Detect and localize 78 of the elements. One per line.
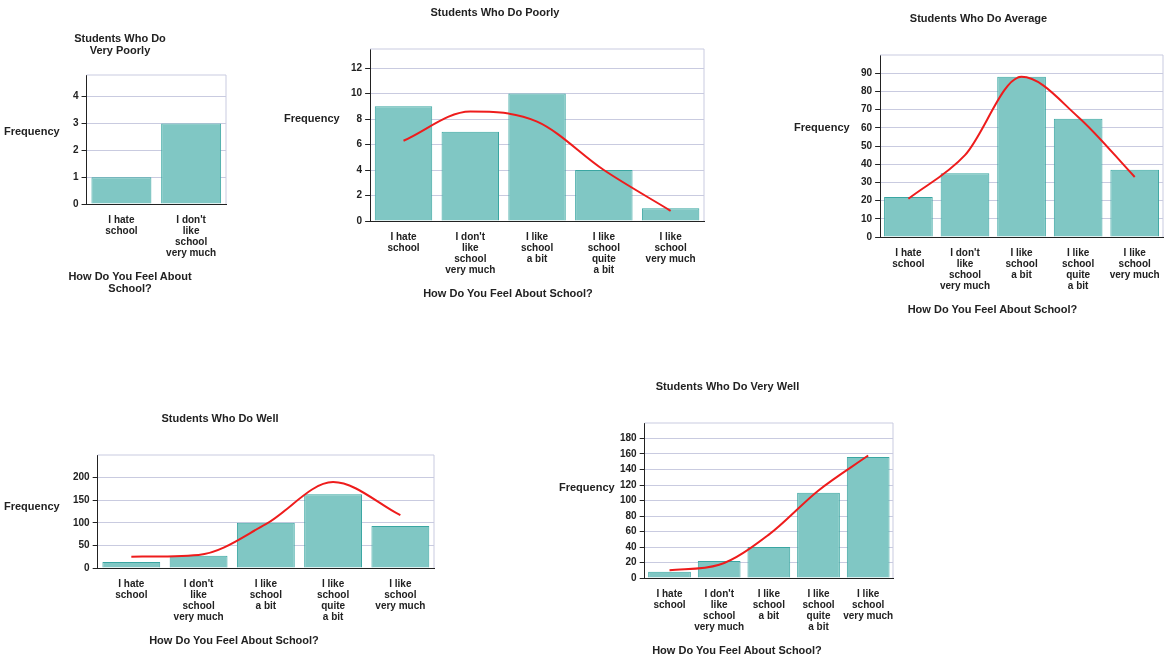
chart-title: Students Who Do Poorly bbox=[429, 6, 561, 18]
y-tick-label: 160 bbox=[620, 447, 638, 459]
y-tick-label: 60 bbox=[861, 121, 873, 133]
y-axis-title: Frequency bbox=[559, 480, 615, 493]
x-tick-label: I don't like school very much bbox=[445, 231, 496, 276]
y-tick-label: 200 bbox=[73, 471, 91, 483]
chart-title: Students Who Do Very Poorly bbox=[73, 32, 167, 56]
y-tick-label: 0 bbox=[866, 230, 873, 242]
y-tick-label: 0 bbox=[84, 561, 91, 573]
y-tick-label: 90 bbox=[861, 66, 873, 78]
x-tick-label: I hate school bbox=[892, 247, 925, 270]
y-axis-title: Frequency bbox=[284, 111, 340, 124]
chart-title: Students Who Do Average bbox=[908, 12, 1049, 24]
x-axis-title: How Do You Feel About School? bbox=[906, 303, 1079, 315]
y-tick-label: 50 bbox=[861, 139, 873, 151]
y-tick-label: 100 bbox=[620, 494, 638, 506]
y-tick-label: 140 bbox=[620, 463, 638, 475]
y-tick-label: 70 bbox=[861, 103, 873, 115]
y-tick-label: 40 bbox=[625, 540, 638, 552]
x-tick-label: I don't like school very much bbox=[166, 214, 217, 259]
x-axis-title: How Do You Feel About School? bbox=[651, 644, 823, 656]
x-tick-label: I like school a bit bbox=[249, 578, 283, 612]
y-tick-label: 0 bbox=[73, 197, 79, 209]
y-tick-label: 20 bbox=[861, 194, 873, 206]
x-tick-label: I hate school bbox=[115, 578, 148, 601]
y-tick-label: 12 bbox=[351, 61, 363, 73]
line-series bbox=[402, 110, 672, 212]
x-tick-label: I like school very much bbox=[645, 231, 696, 265]
x-tick-label: I like school a bit bbox=[1005, 247, 1038, 281]
x-tick-label: I hate school bbox=[653, 588, 686, 611]
y-tick-label: 150 bbox=[73, 493, 91, 505]
y-tick-label: 50 bbox=[78, 539, 91, 551]
x-axis-title: How Do You Feel About School? bbox=[422, 287, 594, 299]
y-tick-label: 4 bbox=[356, 163, 363, 175]
y-tick-label: 1 bbox=[73, 170, 79, 182]
y-tick-label: 3 bbox=[73, 117, 79, 129]
y-tick-label: 8 bbox=[356, 112, 363, 124]
y-tick-label: 20 bbox=[625, 556, 638, 568]
x-tick-label: I like school quite a bit bbox=[802, 588, 835, 633]
y-tick-label: 180 bbox=[620, 432, 638, 444]
x-tick-label: I don't like school very much bbox=[939, 247, 990, 292]
x-axis-title: How Do You Feel About School? bbox=[148, 634, 320, 646]
y-tick-label: 80 bbox=[861, 85, 873, 97]
y-tick-label: 2 bbox=[73, 144, 79, 155]
x-tick-label: I don't like school very much bbox=[694, 588, 745, 633]
line-series bbox=[130, 481, 402, 558]
x-tick-label: I like school a bit bbox=[520, 231, 554, 265]
x-tick-label: I like school quite a bit bbox=[316, 578, 350, 623]
x-tick-label: I like school very much bbox=[1109, 247, 1160, 281]
y-tick-label: 40 bbox=[861, 157, 873, 169]
y-tick-label: 30 bbox=[861, 176, 873, 188]
x-tick-label: I like school quite a bit bbox=[1062, 247, 1095, 292]
y-axis-title: Frequency bbox=[4, 500, 60, 512]
y-tick-label: 0 bbox=[356, 214, 363, 226]
y-axis-title: Frequency bbox=[794, 120, 850, 133]
x-tick-label: I like school very much bbox=[843, 588, 894, 622]
chart-title: Students Who Do Very Well bbox=[654, 380, 801, 392]
y-tick-label: 100 bbox=[73, 516, 91, 528]
x-tick-label: I like school quite a bit bbox=[587, 231, 621, 276]
y-tick-label: 80 bbox=[625, 509, 638, 521]
y-tick-label: 10 bbox=[351, 87, 363, 99]
x-tick-label: I like school very much bbox=[375, 578, 426, 612]
line-series bbox=[907, 75, 1136, 200]
y-tick-label: 120 bbox=[620, 478, 638, 490]
x-tick-label: I hate school bbox=[387, 231, 420, 254]
y-tick-label: 10 bbox=[861, 212, 873, 224]
x-tick-label: I don't like school very much bbox=[173, 578, 224, 623]
line-series bbox=[668, 454, 870, 572]
x-tick-label: I hate school bbox=[105, 214, 138, 237]
y-tick-label: 4 bbox=[73, 90, 79, 102]
y-tick-label: 60 bbox=[625, 525, 638, 537]
y-tick-label: 2 bbox=[356, 189, 363, 201]
y-tick-label: 0 bbox=[631, 571, 638, 583]
x-tick-label: I like school a bit bbox=[752, 588, 786, 622]
x-axis-title: How Do You Feel About School? bbox=[67, 270, 193, 294]
y-tick-label: 6 bbox=[356, 138, 363, 150]
y-axis-title: Frequency bbox=[4, 124, 60, 137]
chart-title: Students Who Do Well bbox=[160, 412, 280, 424]
